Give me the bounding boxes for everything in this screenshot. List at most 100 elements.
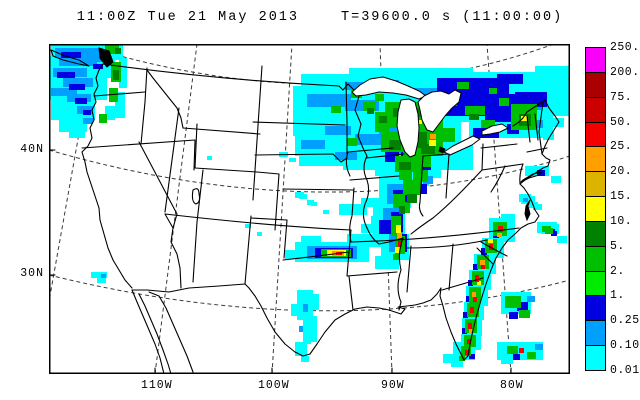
- precip-cell: [551, 176, 561, 183]
- precip-cell: [430, 134, 436, 139]
- colorbar-swatch: [585, 345, 606, 371]
- colorbar-swatch: [585, 270, 606, 297]
- precip-cell: [505, 296, 521, 308]
- precip-cell: [513, 354, 520, 360]
- precip-cell: [299, 326, 303, 332]
- precip-cell: [299, 154, 343, 166]
- precip-cell: [501, 358, 513, 364]
- precip-cell: [63, 78, 93, 87]
- precip-cell: [361, 224, 381, 233]
- precip-cell: [91, 272, 107, 278]
- map-canvas: [49, 44, 570, 374]
- precip-cell: [89, 56, 105, 62]
- precip-cell: [83, 110, 91, 115]
- precip-cell: [443, 354, 459, 363]
- precip-cell: [335, 152, 357, 160]
- precip-cell: [207, 156, 212, 160]
- precip-cell: [285, 250, 309, 259]
- precip-cell: [396, 225, 401, 233]
- colorbar-level-label: 0.10: [610, 339, 640, 353]
- precip-cell: [469, 354, 475, 359]
- colorbar-level-label: 20.: [610, 165, 633, 179]
- precip-cell: [515, 92, 547, 107]
- colorbar-swatch: [585, 196, 606, 222]
- colorbar-swatch: [585, 96, 606, 123]
- precip-cell: [481, 248, 487, 255]
- precip-cell: [542, 226, 551, 232]
- colorbar-level-label: 10.: [610, 214, 633, 228]
- colorbar-swatch: [585, 320, 606, 347]
- precip-cell: [97, 278, 106, 283]
- precip-cell: [465, 350, 470, 355]
- precip-cell: [413, 170, 428, 182]
- y-tick-label: 40N: [20, 143, 44, 156]
- colorbar: [585, 47, 606, 371]
- precip-cell: [557, 236, 567, 243]
- precip-cell: [113, 70, 119, 80]
- colorbar-level-label: 0.01: [610, 364, 640, 377]
- precip-cell: [303, 304, 308, 312]
- precip-cell: [307, 338, 311, 344]
- precip-cell: [399, 162, 411, 170]
- colorbar-swatch: [585, 47, 606, 73]
- precip-cell: [413, 154, 431, 167]
- precip-cell: [481, 120, 495, 128]
- precip-cell: [429, 140, 436, 146]
- precip-cell: [463, 312, 468, 318]
- precip-cell: [299, 194, 307, 199]
- precip-cell: [367, 108, 374, 114]
- precip-cell: [363, 102, 376, 111]
- precip-cell: [498, 226, 503, 232]
- precip-cell: [533, 120, 543, 128]
- precip-cell: [361, 198, 381, 207]
- precip-cell: [69, 130, 85, 138]
- colorbar-swatch: [585, 245, 606, 272]
- precip-cell: [398, 241, 402, 247]
- precip-cell: [307, 200, 314, 205]
- precip-cell: [545, 104, 563, 113]
- precip-cell: [523, 198, 528, 202]
- colorbar-level-label: 2.: [610, 264, 625, 278]
- colorbar-level-label: 200.: [610, 65, 640, 79]
- precip-cell: [115, 92, 125, 118]
- precip-cell: [101, 274, 106, 278]
- precip-cell: [417, 120, 422, 124]
- precip-cell: [93, 64, 103, 69]
- precip-cell: [379, 220, 393, 234]
- precip-cell: [397, 233, 402, 240]
- conus-precip-map: [49, 44, 570, 374]
- precip-cell: [475, 275, 479, 282]
- precip-cell: [501, 214, 515, 223]
- colorbar-level-label: 75.: [610, 90, 633, 104]
- precip-cell: [105, 106, 115, 120]
- precip-cell: [451, 360, 463, 367]
- precip-cell: [481, 265, 485, 269]
- precip-cell: [467, 339, 471, 344]
- y-tick-label: 30N: [20, 267, 44, 280]
- precip-cell: [325, 126, 351, 135]
- precip-cell: [323, 210, 329, 214]
- precip-cell: [519, 348, 524, 353]
- precip-cell: [399, 206, 405, 214]
- sim-time-label: T=39600.0 s (11:00:00): [341, 10, 564, 25]
- precip-cell: [289, 158, 296, 162]
- precip-cell: [347, 138, 357, 146]
- precip-cell: [457, 82, 469, 89]
- precip-cell: [401, 202, 410, 213]
- colorbar-level-label: 50.: [610, 115, 633, 129]
- precip-cell: [519, 310, 530, 318]
- plot-title: 11:00Z Tue 21 May 2013 T=39600.0 s (11:0…: [0, 10, 640, 25]
- precip-cell: [399, 170, 412, 180]
- colorbar-swatch: [585, 171, 606, 198]
- precip-cell: [527, 296, 535, 302]
- precip-cell: [257, 232, 262, 236]
- colorbar-level-label: 1.: [610, 289, 625, 303]
- precip-cell: [437, 128, 455, 142]
- precip-cell: [59, 118, 87, 132]
- precip-cell: [311, 202, 317, 206]
- map-outlines: [50, 47, 560, 374]
- precip-cell: [301, 356, 309, 362]
- valid-time-label: 11:00Z Tue 21 May 2013: [76, 10, 299, 25]
- colorbar-level-label: 5.: [610, 239, 625, 253]
- precip-cell: [413, 88, 437, 97]
